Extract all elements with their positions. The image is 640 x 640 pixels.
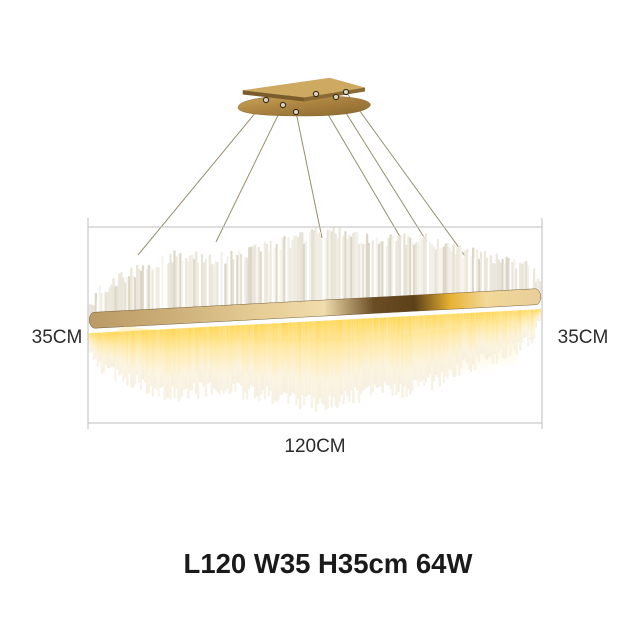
svg-text:35CM: 35CM xyxy=(558,327,609,348)
svg-text:L120 W35 H35cm 64W: L120 W35 H35cm 64W xyxy=(184,548,473,579)
svg-text:35CM: 35CM xyxy=(32,327,83,348)
svg-text:120CM: 120CM xyxy=(284,436,345,457)
